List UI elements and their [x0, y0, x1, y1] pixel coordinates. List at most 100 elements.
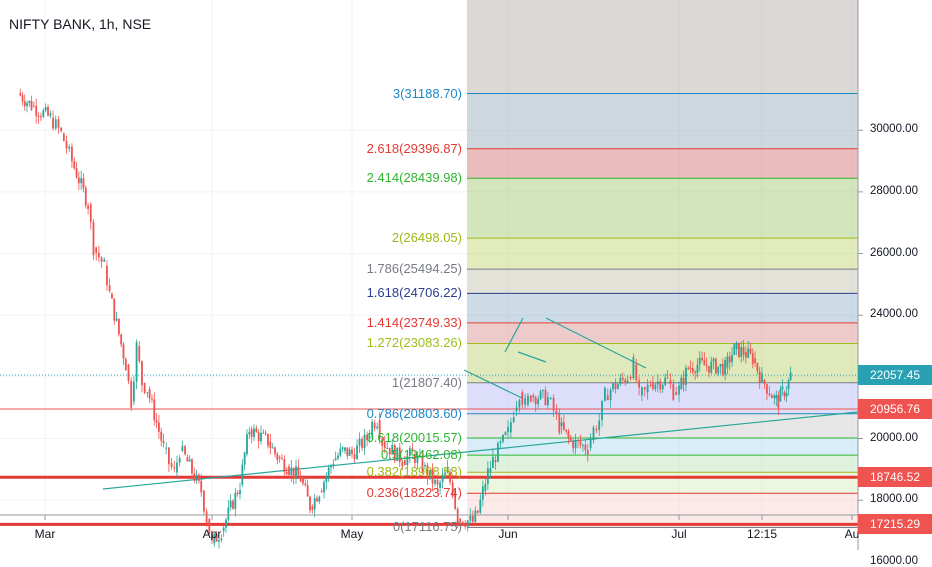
candle-body: [37, 115, 40, 117]
candle-body: [547, 397, 549, 405]
candle-body: [92, 221, 95, 256]
candle-body: [348, 449, 351, 456]
candle-body: [332, 464, 335, 466]
fib-band: [467, 455, 858, 473]
candle-body: [44, 107, 47, 111]
candle-body: [132, 381, 135, 402]
candle-body: [518, 400, 521, 408]
trendline: [463, 369, 523, 399]
candle-body: [638, 380, 640, 388]
candle-body: [766, 384, 768, 394]
candle-body: [754, 358, 756, 363]
candle-body: [768, 393, 771, 396]
candle-body: [271, 447, 274, 449]
candle-body: [661, 384, 664, 390]
candle-body: [278, 457, 281, 459]
candle-body: [694, 371, 697, 374]
fib-label: 0.236(18223.74): [366, 485, 462, 501]
candle-body: [621, 377, 624, 380]
candle-body: [239, 490, 241, 495]
candle-body: [783, 392, 786, 397]
candle-body: [572, 441, 575, 449]
symbol-title: NIFTY BANK, 1h, NSE: [6, 16, 155, 32]
candle-body: [721, 363, 724, 375]
candle-body: [502, 434, 504, 442]
time-tick-label: Jun: [498, 527, 518, 541]
candle-body: [411, 448, 414, 452]
candle-body: [484, 484, 487, 491]
candle-body: [97, 252, 100, 258]
candle-body: [532, 395, 535, 398]
candle-body: [565, 429, 568, 432]
candle-body: [220, 538, 223, 541]
candle-body: [773, 395, 776, 399]
candle-body: [320, 490, 323, 493]
candle-body: [386, 447, 389, 449]
candle-body: [274, 447, 276, 454]
candle-body: [726, 356, 729, 368]
candle-body: [775, 395, 778, 399]
candle-body: [292, 467, 295, 478]
candle-body: [601, 400, 603, 421]
candle-body: [40, 116, 42, 118]
fib-label: 2(26498.05): [391, 230, 462, 246]
fib-label: 1.786(25494.25): [366, 261, 462, 277]
candle-body: [49, 113, 52, 116]
candle-body: [157, 422, 160, 432]
candle-body: [549, 397, 552, 399]
candle-body: [127, 364, 130, 382]
candle-body: [306, 485, 309, 497]
fib-label: 3(31188.70): [392, 85, 462, 101]
candle-body: [23, 101, 26, 107]
candle-body: [236, 492, 239, 495]
candle-body: [227, 507, 230, 520]
candle-body: [381, 438, 384, 446]
time-tick-label: May: [340, 527, 364, 541]
candle-body: [459, 518, 462, 522]
candle-body: [424, 465, 426, 467]
fib-band-top: [467, 0, 858, 94]
fib-band: [467, 93, 858, 149]
candle-body: [705, 365, 708, 367]
candle-body: [82, 178, 85, 188]
candle-body: [710, 361, 713, 373]
candle-body: [155, 420, 158, 423]
fib-band: [467, 438, 858, 456]
candle-body: [552, 397, 555, 411]
candle-body: [100, 257, 103, 262]
candle-body: [476, 510, 479, 513]
candle-body: [562, 422, 565, 430]
candle-body: [649, 384, 652, 386]
candle-body: [122, 344, 125, 359]
candle-body: [604, 387, 606, 401]
candle-body: [19, 93, 22, 96]
candle-body: [346, 447, 349, 456]
candle-body: [108, 285, 111, 292]
candle-body: [696, 364, 699, 374]
candle-body: [255, 428, 258, 433]
candle-body: [481, 486, 484, 500]
fib-label: 1.414(23749.33): [366, 314, 462, 330]
candle-body: [288, 466, 290, 475]
candle-body: [281, 458, 283, 460]
candle-body: [574, 440, 577, 449]
candle-body: [396, 447, 399, 461]
candle-body: [264, 432, 267, 434]
candle-body: [444, 472, 446, 479]
fib-band: [467, 269, 858, 294]
candle-body: [195, 474, 198, 481]
candle-body: [419, 455, 421, 457]
candle-body: [507, 426, 509, 433]
candle-body: [512, 417, 515, 423]
trendline: [504, 317, 524, 353]
candle-body: [203, 490, 205, 512]
fib-band: [467, 413, 858, 439]
candle-body: [120, 334, 123, 345]
candle-body: [205, 511, 208, 523]
fib-label: 1(21807.40): [391, 374, 462, 390]
fib-label: 1.272(23083.26): [366, 335, 462, 351]
candle-body: [222, 527, 225, 532]
candle-body: [682, 377, 685, 385]
